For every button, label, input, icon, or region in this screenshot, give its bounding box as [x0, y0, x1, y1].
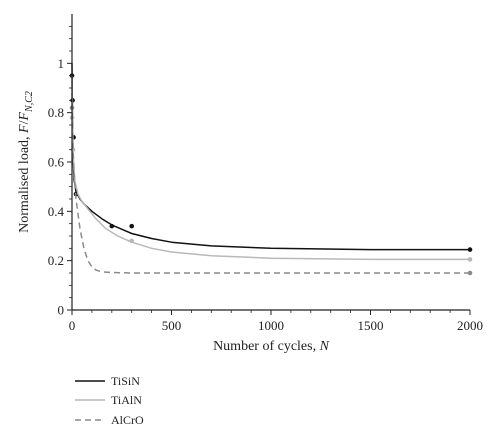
- y-axis-ticks: 0 0.2 0.4 0.6 0.8 1: [48, 25, 72, 318]
- x-axis-ticks: 0 500 1000 1500 2000: [69, 310, 483, 333]
- legend-label-tialn: TiAlN: [111, 393, 142, 407]
- y-tick-label: 0.4: [48, 204, 65, 219]
- legend-item-tisin: TiSiN: [75, 374, 140, 388]
- data-point-tialn: [129, 238, 134, 244]
- y-tick-label: 0.6: [48, 155, 65, 170]
- x-tick-label: 2000: [457, 318, 483, 333]
- legend-label-alcro: AlCrO: [111, 413, 144, 427]
- plot-area: [69, 63, 473, 276]
- x-tick-label: 0: [69, 318, 76, 333]
- legend-item-tialn: TiAlN: [75, 393, 142, 407]
- series-line-alcro: [71, 92, 470, 274]
- y-tick-label: 1: [58, 56, 65, 71]
- x-tick-label: 1500: [358, 318, 384, 333]
- series-line-tialn: [71, 75, 470, 261]
- y-tick-label: 0.8: [48, 105, 64, 120]
- y-tick-label: 0.2: [48, 253, 64, 268]
- y-tick-label: 0: [58, 303, 65, 318]
- data-point-alcro: [467, 270, 473, 276]
- series-line-tisin: [71, 63, 470, 251]
- legend-item-alcro: AlCrO: [75, 413, 144, 427]
- legend-label-tisin: TiSiN: [111, 374, 140, 388]
- legend: TiSiN TiAlN AlCrO: [75, 374, 144, 427]
- y-axis-title: Normalised load, F/FN,C2: [17, 91, 35, 233]
- data-point-tisin: [129, 223, 134, 229]
- x-axis-title: Number of cycles, N: [213, 339, 330, 354]
- data-point-tisin: [109, 223, 115, 229]
- data-point-tialn: [467, 257, 473, 262]
- data-point-tisin: [467, 247, 473, 252]
- x-tick-label: 1000: [258, 318, 284, 333]
- x-tick-label: 500: [162, 318, 182, 333]
